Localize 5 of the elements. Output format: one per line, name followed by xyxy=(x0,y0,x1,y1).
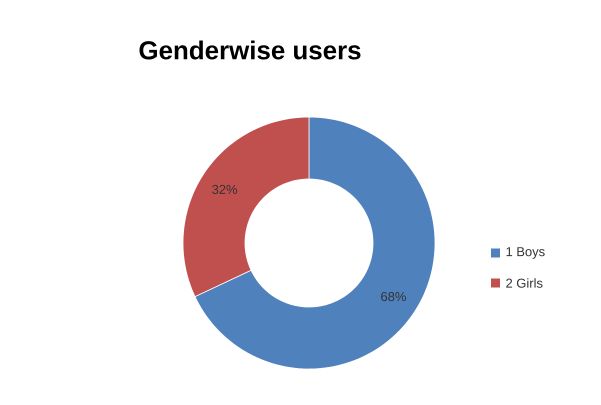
chart-title: Genderwise users xyxy=(139,40,360,60)
legend-label: 1 Boys xyxy=(506,247,545,259)
data-label: 32% xyxy=(212,184,238,194)
legend-label: 2 Girls xyxy=(506,278,542,288)
data-label: 68% xyxy=(381,292,406,302)
